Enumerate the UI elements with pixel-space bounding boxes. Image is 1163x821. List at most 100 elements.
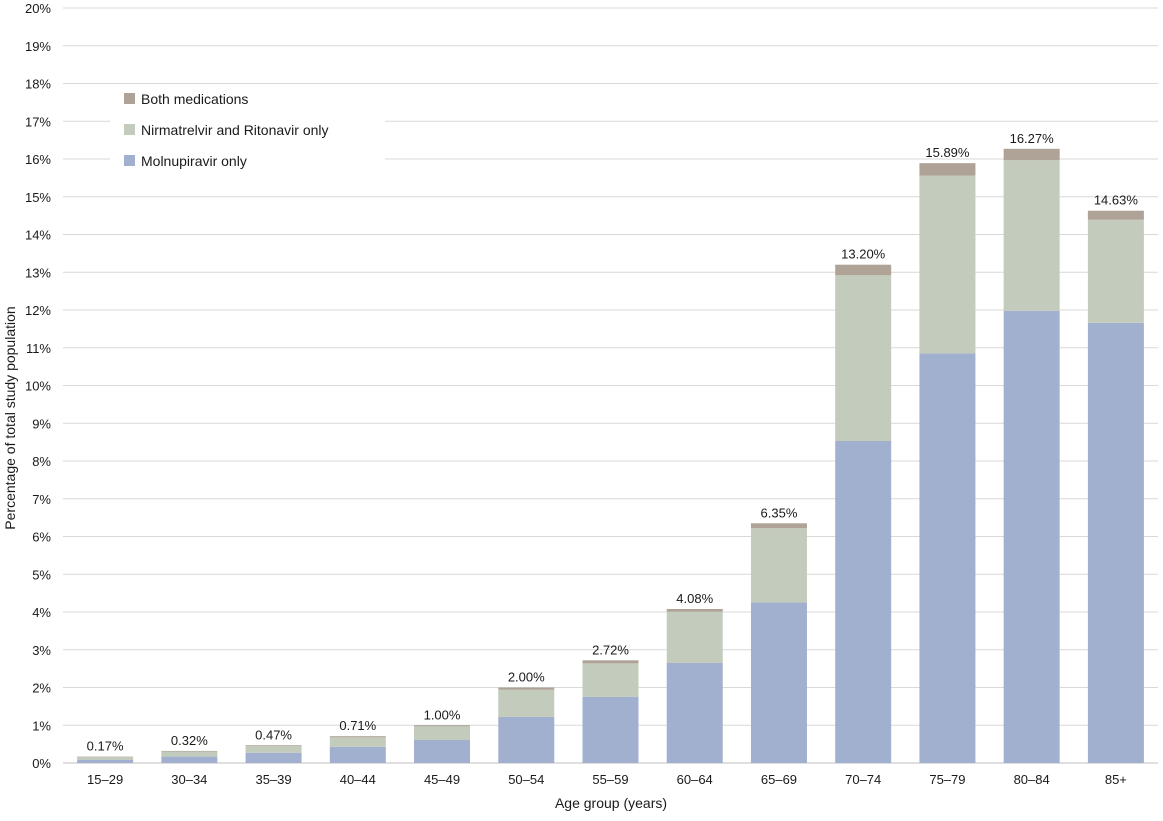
data-labels: 0.17% 0.32% 0.47% 0.71% 1.00% 2.00% 2.72% 4.08%… bbox=[87, 131, 1139, 754]
total-data-label: 6.35% bbox=[761, 505, 798, 520]
x-tick-label: 45–49 bbox=[424, 772, 460, 787]
x-axis-ticks: 15–29 30–34 35–39 40–44 45–49 50–54 55–59 60–64… bbox=[87, 772, 1127, 787]
bar-segment-1 bbox=[919, 353, 975, 763]
x-tick-label: 60–64 bbox=[677, 772, 713, 787]
bar-segment-1 bbox=[330, 747, 386, 763]
bars bbox=[77, 149, 1144, 763]
x-tick-label: 35–39 bbox=[255, 772, 291, 787]
legend-swatch bbox=[124, 124, 135, 135]
x-tick-label: 15–29 bbox=[87, 772, 123, 787]
x-tick-label: 55–59 bbox=[592, 772, 628, 787]
y-tick-label: 14% bbox=[25, 228, 51, 243]
bar-segment-3 bbox=[330, 736, 386, 737]
y-tick-label: 10% bbox=[25, 379, 51, 394]
bar-segment-2 bbox=[414, 726, 470, 740]
bar-segment-1 bbox=[835, 441, 891, 763]
total-data-label: 15.89% bbox=[925, 145, 970, 160]
y-tick-label: 3% bbox=[32, 643, 51, 658]
y-tick-label: 1% bbox=[32, 718, 51, 733]
y-tick-label: 4% bbox=[32, 605, 51, 620]
x-tick-label: 65–69 bbox=[761, 772, 797, 787]
bar-segment-3 bbox=[246, 745, 302, 746]
x-tick-label: 30–34 bbox=[171, 772, 207, 787]
legend-label: Both medications bbox=[141, 91, 248, 107]
legend-swatch bbox=[124, 155, 135, 166]
bar-segment-3 bbox=[667, 609, 723, 612]
bar-segment-3 bbox=[751, 523, 807, 528]
bar-segment-2 bbox=[246, 746, 302, 753]
y-tick-label: 5% bbox=[32, 567, 51, 582]
bar-segment-2 bbox=[835, 275, 891, 441]
bar-segment-3 bbox=[161, 751, 217, 752]
y-tick-label: 16% bbox=[25, 152, 51, 167]
y-axis-title: Percentage of total study population bbox=[2, 306, 18, 529]
bar-segment-1 bbox=[1088, 323, 1144, 763]
x-tick-label: 70–74 bbox=[845, 772, 881, 787]
bar-segment-3 bbox=[414, 725, 470, 726]
x-tick-label: 80–84 bbox=[1014, 772, 1050, 787]
bar-segment-1 bbox=[583, 697, 639, 763]
total-data-label: 0.47% bbox=[255, 727, 292, 742]
y-tick-label: 9% bbox=[32, 416, 51, 431]
bar-segment-2 bbox=[751, 528, 807, 602]
total-data-label: 14.63% bbox=[1094, 193, 1139, 208]
total-data-label: 0.71% bbox=[339, 718, 376, 733]
y-tick-label: 7% bbox=[32, 492, 51, 507]
legend: Both medications Nirmatrelvir and Ritonav… bbox=[110, 84, 385, 176]
y-tick-label: 8% bbox=[32, 454, 51, 469]
total-data-label: 13.20% bbox=[841, 247, 886, 262]
x-tick-label: 85+ bbox=[1105, 772, 1127, 787]
total-data-label: 0.17% bbox=[87, 739, 124, 754]
y-tick-label: 18% bbox=[25, 77, 51, 92]
bar-segment-1 bbox=[498, 717, 554, 763]
bar-segment-2 bbox=[330, 737, 386, 746]
total-data-label: 0.32% bbox=[171, 733, 208, 748]
bar-segment-1 bbox=[1004, 311, 1060, 763]
y-tick-label: 12% bbox=[25, 303, 51, 318]
bar-segment-2 bbox=[583, 663, 639, 697]
y-tick-label: 17% bbox=[25, 114, 51, 129]
legend-label: Nirmatrelvir and Ritonavir only bbox=[141, 122, 329, 138]
bar-segment-2 bbox=[498, 690, 554, 717]
y-tick-label: 15% bbox=[25, 190, 51, 205]
bar-segment-1 bbox=[77, 760, 133, 763]
y-tick-label: 20% bbox=[25, 1, 51, 16]
bar-segment-2 bbox=[667, 612, 723, 663]
bar-segment-1 bbox=[667, 663, 723, 763]
y-tick-label: 2% bbox=[32, 681, 51, 696]
bar-segment-1 bbox=[161, 757, 217, 763]
y-tick-label: 13% bbox=[25, 265, 51, 280]
bar-segment-2 bbox=[77, 757, 133, 760]
x-tick-label: 50–54 bbox=[508, 772, 544, 787]
total-data-label: 4.08% bbox=[676, 591, 713, 606]
bar-segment-3 bbox=[1004, 149, 1060, 160]
bar-segment-1 bbox=[246, 753, 302, 763]
bar-segment-2 bbox=[1088, 220, 1144, 323]
bar-segment-1 bbox=[751, 603, 807, 763]
y-tick-label: 11% bbox=[26, 341, 51, 356]
bar-segment-2 bbox=[919, 176, 975, 354]
total-data-label: 2.72% bbox=[592, 642, 629, 657]
total-data-label: 1.00% bbox=[424, 707, 461, 722]
y-tick-label: 0% bbox=[32, 756, 51, 771]
bar-segment-1 bbox=[414, 740, 470, 763]
x-tick-label: 75–79 bbox=[929, 772, 965, 787]
bar-segment-3 bbox=[583, 660, 639, 663]
y-axis-ticks: 0% 1% 2% 3% 4% 5% 6% 7% 8% 9% 10% 11% 12% 13% 14% 15% 16… bbox=[25, 1, 51, 771]
legend-swatch bbox=[124, 93, 135, 104]
total-data-label: 2.00% bbox=[508, 670, 545, 685]
bar-segment-3 bbox=[919, 163, 975, 175]
bar-segment-3 bbox=[498, 688, 554, 690]
bar-segment-2 bbox=[161, 752, 217, 757]
x-tick-label: 40–44 bbox=[340, 772, 376, 787]
bar-segment-3 bbox=[835, 265, 891, 276]
bar-segment-3 bbox=[1088, 211, 1144, 220]
y-tick-label: 19% bbox=[25, 39, 51, 54]
y-tick-label: 6% bbox=[32, 530, 51, 545]
total-data-label: 16.27% bbox=[1010, 131, 1055, 146]
legend-label: Molnupiravir only bbox=[141, 153, 247, 169]
x-axis-title: Age group (years) bbox=[555, 795, 667, 811]
bar-segment-2 bbox=[1004, 160, 1060, 311]
